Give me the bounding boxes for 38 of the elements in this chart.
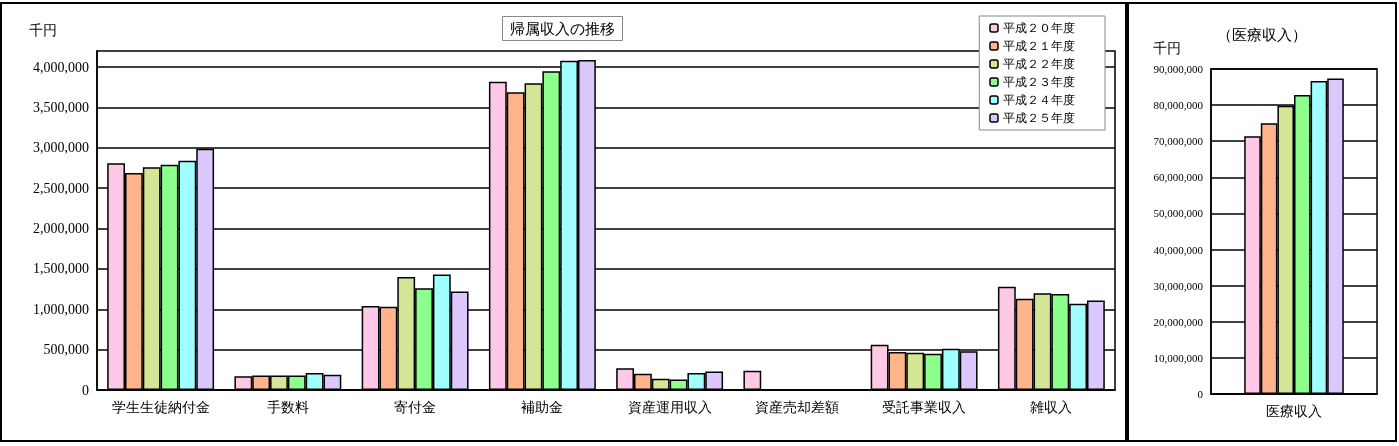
y-axis-title: 千円 [29,22,57,38]
y-tick-label: 2,500,000 [33,180,89,196]
legend-label: 平成２０年度 [1003,21,1075,35]
chart-title: 帰属収入の推移 [510,19,615,38]
x-tick-label: 資産運用収入 [627,399,712,415]
x-tick-label: 雑収入 [1030,399,1073,415]
y-tick-label: 50,000,000 [1153,207,1204,220]
y-tick-label: 0 [82,382,89,398]
y-tick-label: 70,000,000 [1153,135,1204,148]
y-tick-label: 3,000,000 [33,140,89,156]
x-tick-label: 寄付金 [394,399,437,415]
x-tick-label: 受託事業収入 [882,399,967,415]
legend-label: 平成２３年度 [1003,75,1075,89]
y-tick-label: 40,000,000 [1153,243,1204,256]
legend-label: 平成２５年度 [1003,111,1075,125]
y-tick-label: 4,000,000 [33,59,89,75]
y-tick-label: 60,000,000 [1153,171,1204,184]
y-tick-label: 30,000,000 [1153,279,1204,292]
y-tick-label: 3,500,000 [33,100,89,115]
legend-label: 平成２４年度 [1003,93,1075,107]
y-tick-label: 80,000,000 [1153,99,1204,112]
x-tick-label: 資産売却差額 [754,399,839,415]
chart-title: （医療収入） [1217,25,1307,44]
y-tick-label: 10,000,000 [1153,351,1204,364]
y-axis-title: 千円 [1153,40,1181,56]
y-tick-label: 0 [1197,388,1204,400]
y-tick-label: 500,000 [43,342,89,358]
legend-label: 平成２２年度 [1003,57,1075,71]
x-tick-label: 学生生徒納付金 [111,399,210,415]
y-tick-label: 20,000,000 [1153,315,1204,328]
x-tick-label: 医療収入 [1266,403,1322,419]
x-tick-label: 手数料 [266,399,309,415]
y-tick-label: 2,000,000 [33,221,89,237]
y-tick-label: 1,500,000 [33,261,89,277]
y-tick-label: 1,000,000 [33,301,89,317]
legend-label: 平成２１年度 [1003,39,1075,53]
y-tick-label: 90,000,000 [1153,63,1204,75]
x-tick-label: 補助金 [521,399,564,415]
